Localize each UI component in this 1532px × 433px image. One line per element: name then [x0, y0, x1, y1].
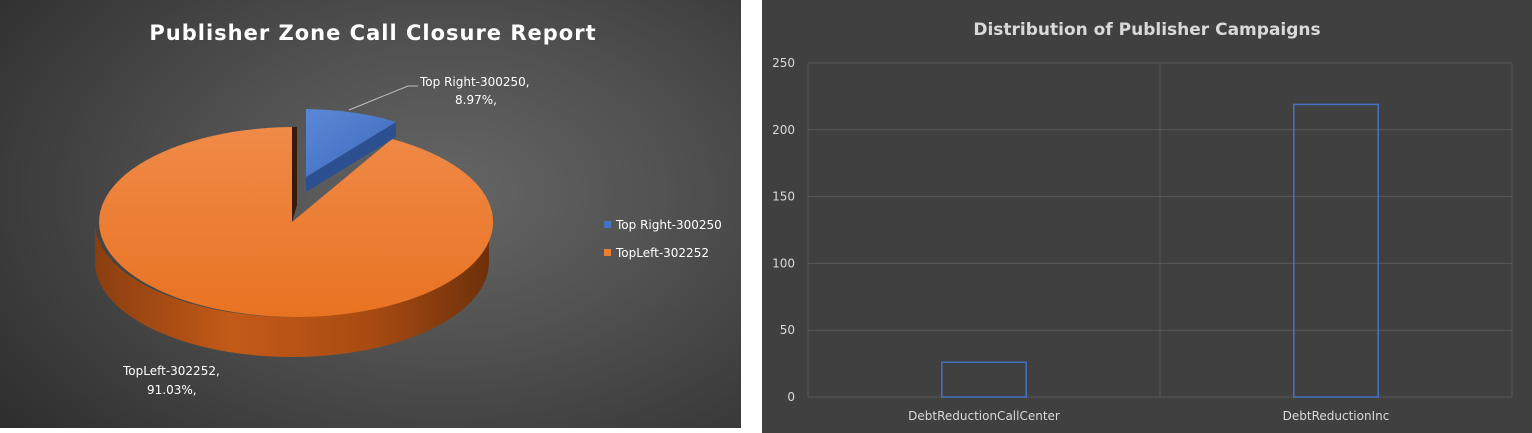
pie-slice-topleft: [99, 127, 494, 317]
legend-swatch-topright: [604, 221, 611, 228]
pie-leader-line: [348, 85, 418, 111]
pie-label-topright-percent: 8.97%,: [455, 93, 497, 107]
bar-chart-panel: Distribution of Publisher Campaigns 0 50 1…: [762, 0, 1532, 433]
bar-series: [941, 103, 1379, 398]
pie-slice-topleft-side: [95, 222, 489, 357]
pie-label-topleft-percent: 91.03%,: [147, 383, 197, 397]
legend-swatch-topleft: [604, 249, 611, 256]
bar-0: [941, 361, 1027, 398]
x-tick-label-1: DebtReductionInc: [1283, 409, 1390, 423]
pie-chart-panel: Publisher Zone Call Closure Report Top R…: [0, 0, 741, 428]
pie-slice-topright-side: [306, 122, 396, 192]
bar-chart-svg: Distribution of Publisher Campaigns 0 50 1…: [772, 20, 1513, 423]
bar-y-axis-ticks: 0 50 100 150 200 250: [772, 56, 795, 404]
pie-chart-svg: Publisher Zone Call Closure Report Top R…: [95, 21, 722, 397]
y-tick-label-0: 0: [787, 390, 795, 404]
legend-label-topright: Top Right-300250: [615, 218, 722, 232]
bar-x-axis-labels: DebtReductionCallCenter DebtReductionInc: [908, 409, 1389, 423]
y-tick-label-5: 250: [772, 56, 795, 70]
bar-chart-title: Distribution of Publisher Campaigns: [973, 20, 1320, 40]
bar-grid: [807, 62, 1513, 398]
pie-label-topright-name: Top Right-300250,: [419, 75, 530, 89]
x-tick-label-0: DebtReductionCallCenter: [908, 409, 1060, 423]
legend-label-topleft: TopLeft-302252: [615, 246, 709, 260]
pie-label-topleft-name: TopLeft-302252,: [122, 364, 220, 378]
bar-1: [1293, 103, 1379, 398]
pie-chart-title: Publisher Zone Call Closure Report: [149, 21, 596, 45]
pie-legend: Top Right-300250 TopLeft-302252: [604, 218, 722, 260]
y-tick-label-4: 200: [772, 123, 795, 137]
pie-slice-topright: [306, 109, 396, 177]
y-tick-label-3: 150: [772, 190, 795, 204]
y-tick-label-1: 50: [780, 323, 795, 337]
y-tick-label-2: 100: [772, 256, 795, 270]
pie-slice-topleft-inner-edge: [292, 127, 297, 222]
